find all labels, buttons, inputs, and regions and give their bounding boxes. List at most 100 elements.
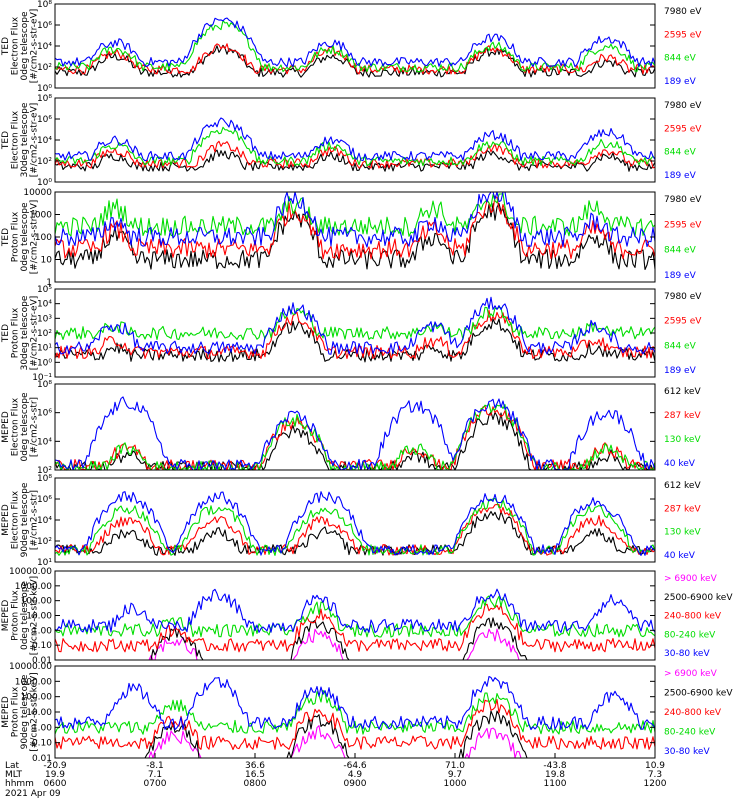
y-tick-label: 10⁶ [37, 115, 52, 125]
y-tick-label: 10¹ [37, 558, 52, 568]
x-tick-hhmm: 0600 [44, 779, 67, 789]
y-axis-label: Proton Flux [11, 590, 21, 641]
y-axis-label: 30deg telescope [20, 295, 30, 370]
y-tick-label: 10000.00 [9, 567, 52, 577]
x-tick-lat: -64.6 [343, 761, 367, 771]
legend-entry: 287 keV [664, 411, 701, 421]
legend-entry: 189 eV [664, 366, 697, 376]
legend-entry: 287 keV [664, 504, 701, 514]
y-tick-label: 0.01 [32, 656, 52, 666]
y-axis-label: 0deg telescope [20, 11, 30, 81]
y-tick-label: 10000.00 [9, 662, 52, 672]
y-tick-label: 1000.00 [15, 677, 52, 687]
x-tick-lat: -43.8 [543, 761, 567, 771]
y-tick-label: 10² [37, 466, 52, 476]
y-axis-label: [#/cm2-s-str-eV] [30, 9, 40, 84]
panel-frame [54, 383, 656, 471]
panel-frame [54, 97, 656, 183]
legend-entry: 80-240 keV [664, 630, 716, 640]
panel-1: 10⁰ 10² 10⁴ 10⁶ 10⁸ TED Electron Flux 0deg tele… [1, 0, 702, 94]
panel-frame [54, 191, 656, 283]
y-tick-label: 10⁰ [37, 358, 52, 368]
y-tick-label: 10⁰ [37, 84, 52, 94]
legend-entry: 30-80 keV [664, 747, 710, 757]
y-tick-label: 10² [37, 157, 52, 167]
legend-entry: 189 eV [664, 271, 697, 281]
x-tick-mlt: 7.3 [648, 770, 662, 780]
series-line-7980-ev [54, 44, 656, 78]
y-tick-label: 10.00 [26, 612, 52, 622]
y-tick-label: 10² [37, 329, 52, 339]
series-line-7980-ev [54, 318, 656, 363]
y-axis-label: Proton Flux [11, 307, 21, 358]
y-tick-label: 10⁴ [37, 437, 52, 447]
y-tick-label: 10⁶ [37, 409, 52, 419]
legend-entry: 7980 eV [664, 7, 702, 17]
y-tick-label: 10⁴ [37, 300, 52, 310]
panel-2: 10⁰ 10² 10⁴ 10⁶ 10⁸ TED Electron Flux 30deg tel… [1, 94, 702, 188]
y-axis-label: TED [1, 324, 11, 343]
x-row-label-hhmm: hhmm [5, 779, 34, 789]
y-axis-label: Electron Flux [11, 110, 21, 169]
y-tick-label: 10⁴ [37, 136, 52, 146]
legend-entry: 844 eV [664, 54, 697, 64]
series-line-2595-ev [54, 309, 656, 360]
series-line-189-ev [54, 191, 656, 248]
y-tick-label: 10⁴ [37, 516, 52, 526]
series-line-189-ev [54, 117, 656, 162]
x-tick-mlt: 7.1 [148, 770, 162, 780]
legend-entry: 2500-6900 keV [664, 593, 733, 603]
y-tick-label: 10³ [37, 314, 52, 324]
x-tick-lat: 10.9 [645, 761, 665, 771]
y-axis-label: [#/cm2-s-str-eV] [30, 103, 40, 178]
y-tick-label: 10⁰ [37, 178, 52, 188]
x-tick-mlt: 19.8 [545, 770, 565, 780]
y-tick-label: 10⁴ [37, 42, 52, 52]
series-line-189-ev [54, 296, 656, 355]
y-axis-label: Electron Flux [11, 397, 21, 456]
x-tick-lat: -8.1 [146, 761, 164, 771]
y-axis-label: Proton Flux [11, 686, 21, 737]
series-line-844-ev [54, 193, 656, 237]
y-tick-label: 0.01 [32, 754, 52, 764]
legend-entry: 7980 eV [664, 292, 702, 302]
legend-entry: 80-240 keV [664, 728, 716, 738]
series-line-7980-ev [54, 202, 656, 271]
y-tick-label: 1000 [29, 211, 52, 221]
y-axis-label: [#/cm2-s-str] [30, 397, 40, 457]
legend-entry: > 6900 keV [664, 574, 718, 584]
y-tick-label: 10 [41, 256, 53, 266]
x-tick-hhmm: 1000 [444, 779, 467, 789]
series-line-287-kev [54, 503, 656, 556]
legend-entry: 240-800 keV [664, 708, 722, 718]
y-axis-label: MEPED [1, 600, 11, 632]
panel-4: 10⁻¹ 10⁰ 10¹ 10² 10³ 10⁴ 10⁵ TED Proton Flux 30de… [1, 285, 702, 383]
y-axis-label: MEPED [1, 411, 11, 443]
panel-frame [54, 3, 656, 89]
legend-entry: 130 keV [664, 435, 701, 445]
y-tick-label: 1.00 [32, 626, 52, 636]
legend-entry: 189 eV [664, 171, 697, 181]
y-tick-label: 10¹ [37, 344, 52, 354]
y-tick-label: 0.10 [32, 641, 52, 651]
x-tick-mlt: 19.9 [45, 770, 65, 780]
panel-5: 10² 10⁴ 10⁶ 10⁸ MEPED Electron Flux 0deg teles… [1, 380, 701, 476]
x-tick-mlt: 16.5 [245, 770, 265, 780]
series-line-40-kev [54, 491, 656, 556]
series-line-30-80-kev [54, 675, 656, 731]
x-tick-hhmm: 0700 [144, 779, 167, 789]
y-axis-label: 30deg telescope [20, 102, 30, 177]
series-line-130-kev [54, 403, 656, 471]
legend-entry: 2595 eV [664, 317, 702, 327]
series-line-287-kev [54, 405, 656, 471]
legend-entry: 612 keV [664, 387, 701, 397]
series-line-2500-6900-kev [55, 710, 655, 759]
panel-3: 1 10 100 1000 10000 TED Proton Flux 0deg telesc… [1, 188, 702, 288]
y-tick-label: 10⁶ [37, 495, 52, 505]
series-line-844-ev [54, 20, 656, 73]
y-tick-label: 100.00 [21, 693, 53, 703]
legend-entry: 2595 eV [664, 124, 702, 134]
legend-entry: 30-80 keV [664, 649, 710, 659]
